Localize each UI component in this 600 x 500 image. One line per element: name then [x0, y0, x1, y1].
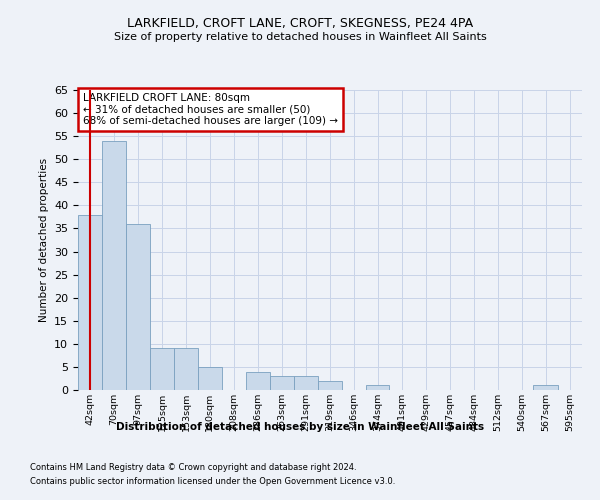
Y-axis label: Number of detached properties: Number of detached properties — [38, 158, 49, 322]
Bar — [294, 376, 318, 390]
Bar — [102, 141, 126, 390]
Text: Distribution of detached houses by size in Wainfleet All Saints: Distribution of detached houses by size … — [116, 422, 484, 432]
Bar — [318, 381, 342, 390]
Text: Contains public sector information licensed under the Open Government Licence v3: Contains public sector information licen… — [30, 478, 395, 486]
Bar — [270, 376, 294, 390]
Bar — [533, 386, 558, 390]
Text: Contains HM Land Registry data © Crown copyright and database right 2024.: Contains HM Land Registry data © Crown c… — [30, 462, 356, 471]
Bar — [198, 367, 222, 390]
Bar — [174, 348, 198, 390]
Bar — [126, 224, 150, 390]
Bar — [78, 214, 102, 390]
Bar — [366, 386, 389, 390]
Bar — [150, 348, 174, 390]
Text: LARKFIELD CROFT LANE: 80sqm
← 31% of detached houses are smaller (50)
68% of sem: LARKFIELD CROFT LANE: 80sqm ← 31% of det… — [83, 93, 338, 126]
Text: LARKFIELD, CROFT LANE, CROFT, SKEGNESS, PE24 4PA: LARKFIELD, CROFT LANE, CROFT, SKEGNESS, … — [127, 18, 473, 30]
Text: Size of property relative to detached houses in Wainfleet All Saints: Size of property relative to detached ho… — [113, 32, 487, 42]
Bar — [246, 372, 270, 390]
